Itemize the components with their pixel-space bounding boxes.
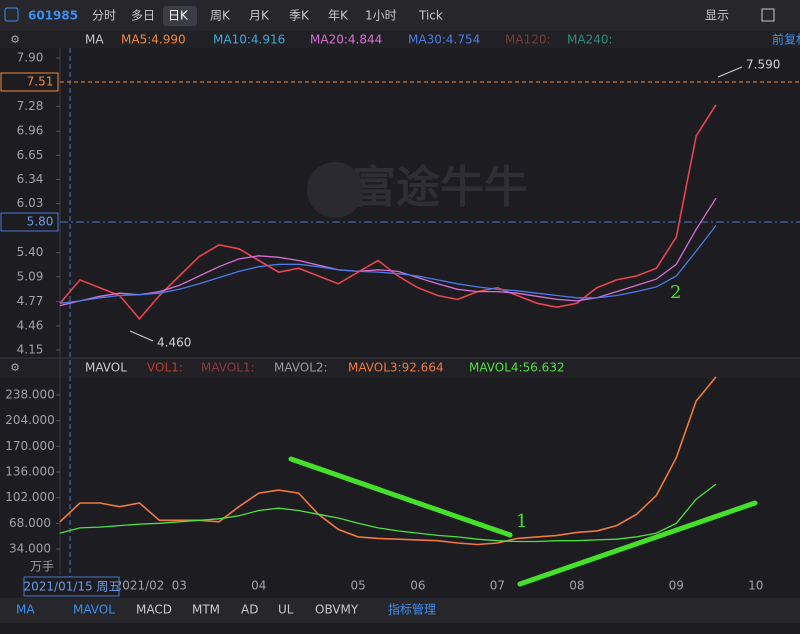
- x-tick-label: 06: [410, 579, 425, 593]
- x-tick-label: 07: [490, 579, 505, 593]
- trend-line: [517, 500, 758, 587]
- legend-entry[interactable]: MAVOL3:92.664: [348, 361, 444, 375]
- legend-entry[interactable]: MA5:4.990: [121, 33, 186, 47]
- y-tick-label: 6.03: [17, 196, 44, 210]
- y-tick-label: 4.77: [17, 294, 44, 308]
- x-tick-label: 03: [172, 579, 187, 593]
- series-line: [59, 104, 717, 321]
- stock-code[interactable]: 601985: [28, 9, 78, 23]
- legend-entry[interactable]: MA: [85, 33, 104, 47]
- period-tab[interactable]: 周K: [210, 9, 231, 23]
- annotation-leader: [717, 66, 743, 78]
- period-tab[interactable]: 月K: [249, 9, 270, 23]
- indicator-tab[interactable]: MTM: [192, 603, 220, 617]
- icon[interactable]: [4, 7, 19, 22]
- indicator-tab[interactable]: OBVMY: [315, 603, 359, 617]
- price-header: [0, 31, 800, 48]
- legend-entry[interactable]: VOL1:: [147, 361, 183, 375]
- legend-entry[interactable]: MA240:: [567, 33, 613, 47]
- y-tick-label: 68.000: [9, 516, 51, 530]
- indicator-tab[interactable]: MAVOL: [73, 603, 115, 617]
- indicator-tab[interactable]: 指标管理: [388, 602, 436, 617]
- y-tick-label: 4.46: [17, 318, 44, 332]
- settings-icon: ⚙: [10, 33, 20, 46]
- y-tick-label: 5.09: [17, 269, 44, 283]
- y-tick-label: 6.96: [17, 124, 44, 138]
- period-tab[interactable]: Tick: [418, 9, 443, 23]
- tab-bar: [0, 598, 800, 623]
- y-tick-label: 5.40: [17, 245, 44, 259]
- series-line: [59, 225, 717, 304]
- y-tick-label: 136.000: [5, 465, 55, 479]
- x-tick-label: 10: [748, 579, 763, 593]
- y-tick-label: 170.000: [5, 439, 55, 453]
- y-tick-label: 34.000: [9, 542, 51, 556]
- watermark: 富途牛牛: [352, 162, 528, 213]
- legend-entry[interactable]: MAVOL1:: [201, 361, 255, 375]
- period-tab[interactable]: 季K: [289, 9, 310, 23]
- legend-entry[interactable]: MA120:: [505, 33, 551, 47]
- legend-entry[interactable]: MAVOL4:56.632: [469, 361, 565, 375]
- legend-entry[interactable]: MA30:4.754: [408, 33, 480, 47]
- series-line: [59, 483, 717, 543]
- price-label: 7.51: [27, 75, 54, 89]
- indicator-tab[interactable]: MA: [16, 603, 35, 617]
- y-tick-label: 238.000: [5, 388, 55, 402]
- legend-entry[interactable]: MAVOL: [85, 361, 127, 375]
- period-tab[interactable]: 1小时: [365, 9, 397, 23]
- period-tab[interactable]: 年K: [328, 9, 349, 23]
- period-selected: [163, 6, 197, 26]
- period-tab[interactable]: 分时: [92, 9, 116, 23]
- legend-entry[interactable]: MAVOL2:: [274, 361, 328, 375]
- y-tick-label: 7.28: [17, 99, 44, 113]
- checkbox[interactable]: [761, 8, 775, 22]
- legend-entry[interactable]: MA20:4.844: [310, 33, 382, 47]
- x-tick-label: 08: [569, 579, 584, 593]
- settings-icon: ⚙: [10, 361, 20, 374]
- crosshair-label-box: [0, 212, 59, 232]
- y-tick-label: 102.000: [5, 490, 55, 504]
- series-line: [59, 197, 717, 307]
- crosshair-price-label: 5.80: [27, 215, 54, 229]
- toolbar: [0, 0, 800, 31]
- x-tick-label: 09: [669, 579, 684, 593]
- legend-entry[interactable]: MA10:4.916: [213, 33, 285, 47]
- chart-layer: 601985 分时 多日 日K 周K 月K 季K 年K 1小时 Tick 显示 7.90 7.28 6.9…: [5, 6, 800, 617]
- watermark-logo: [307, 162, 363, 218]
- y-tick-label: 6.34: [17, 172, 44, 186]
- date-label-box: [23, 576, 120, 597]
- indicator-tab[interactable]: MACD: [136, 603, 172, 617]
- display-menu[interactable]: 显示: [705, 9, 729, 23]
- annotation-leader: [129, 330, 154, 342]
- series-line: [59, 376, 717, 546]
- y-tick-label: 7.90: [17, 51, 44, 65]
- annotation: 2: [670, 282, 681, 303]
- y-tick-label: 204.000: [5, 413, 55, 427]
- period-tab[interactable]: 多日: [131, 9, 155, 23]
- x-tick-label: 04: [251, 579, 266, 593]
- annotation: 4.460: [157, 336, 191, 350]
- price-adjust[interactable]: 前复权: [772, 32, 800, 47]
- period-tab[interactable]: 日K: [168, 9, 189, 23]
- annotation: 7.590: [746, 58, 780, 72]
- volume-header: [0, 358, 800, 378]
- indicator-tab[interactable]: UL: [278, 603, 294, 617]
- indicator-tab[interactable]: AD: [241, 603, 258, 617]
- x-tick-label: 2021/02: [115, 579, 165, 593]
- trend-line: [288, 456, 513, 538]
- date-label: 2021/01/15 周五: [24, 580, 121, 594]
- y-tick-label: 6.65: [17, 148, 44, 162]
- x-tick-label: 05: [351, 579, 366, 593]
- unit-label: 万手: [30, 560, 54, 574]
- annotation: 1: [516, 511, 527, 532]
- price-label-box: [0, 72, 59, 92]
- y-tick-label: 4.15: [17, 343, 44, 357]
